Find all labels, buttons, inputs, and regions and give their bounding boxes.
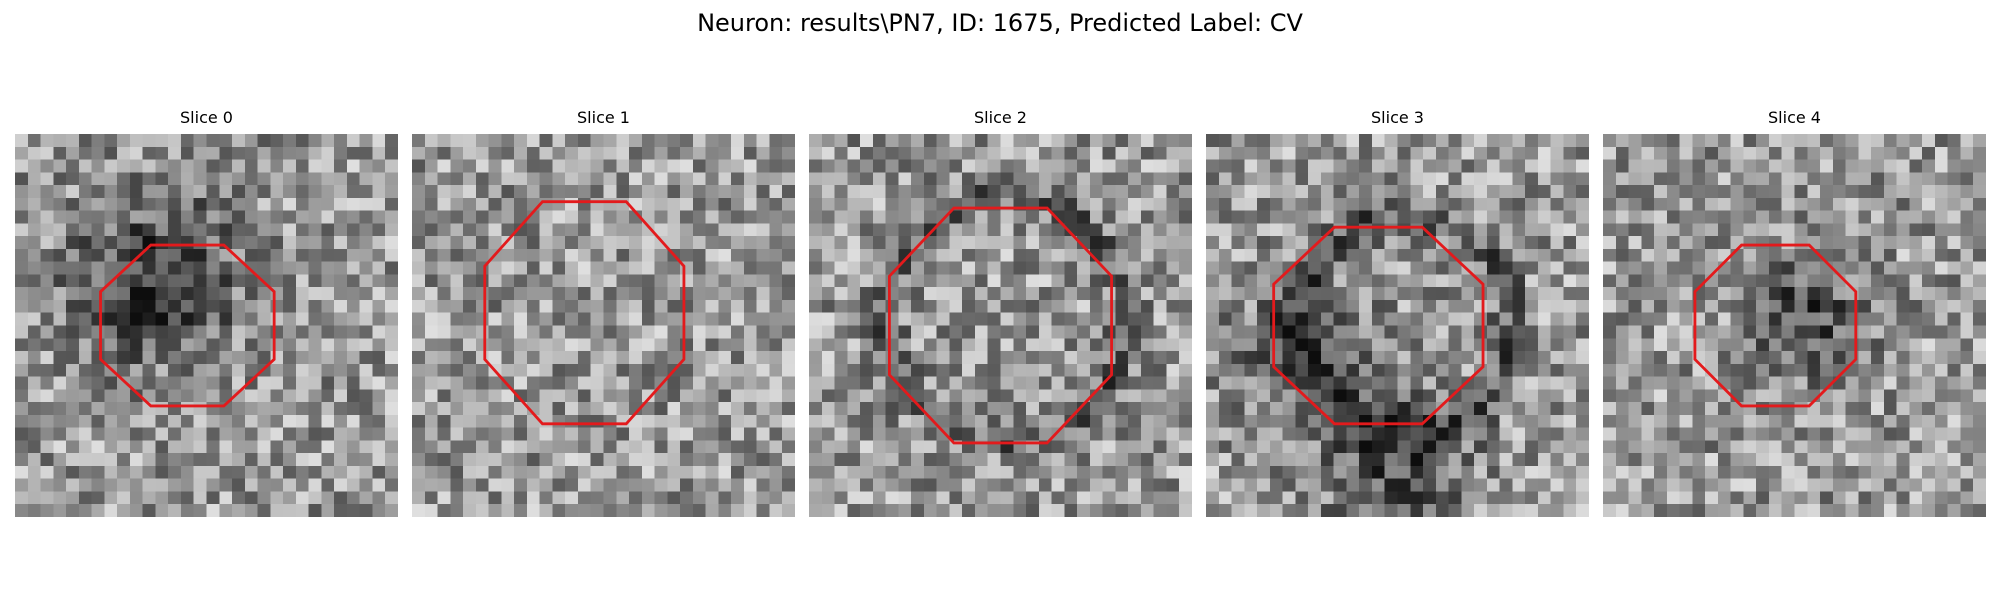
slice-image	[412, 134, 795, 517]
slice-panel-0: Slice 0	[15, 108, 398, 517]
slice-title: Slice 2	[974, 108, 1027, 127]
figure-title: Neuron: results\PN7, ID: 1675, Predicted…	[697, 9, 1303, 37]
slice-panel-1: Slice 1	[412, 108, 795, 517]
slice-title: Slice 1	[577, 108, 630, 127]
roi-outline	[1272, 225, 1485, 426]
roi-outline	[1693, 243, 1858, 408]
slice-image	[15, 134, 398, 517]
slice-panel-4: Slice 4	[1603, 108, 1986, 517]
slice-image	[1603, 134, 1986, 517]
slice-title: Slice 3	[1371, 108, 1424, 127]
roi-outline	[99, 243, 276, 408]
slice-title: Slice 0	[180, 108, 233, 127]
roi-outline	[483, 200, 686, 426]
slice-panel-3: Slice 3	[1206, 108, 1589, 517]
slice-title: Slice 4	[1768, 108, 1821, 127]
slice-panel-2: Slice 2	[809, 108, 1192, 517]
roi-outline	[888, 206, 1113, 445]
slice-image	[809, 134, 1192, 517]
slice-image	[1206, 134, 1589, 517]
